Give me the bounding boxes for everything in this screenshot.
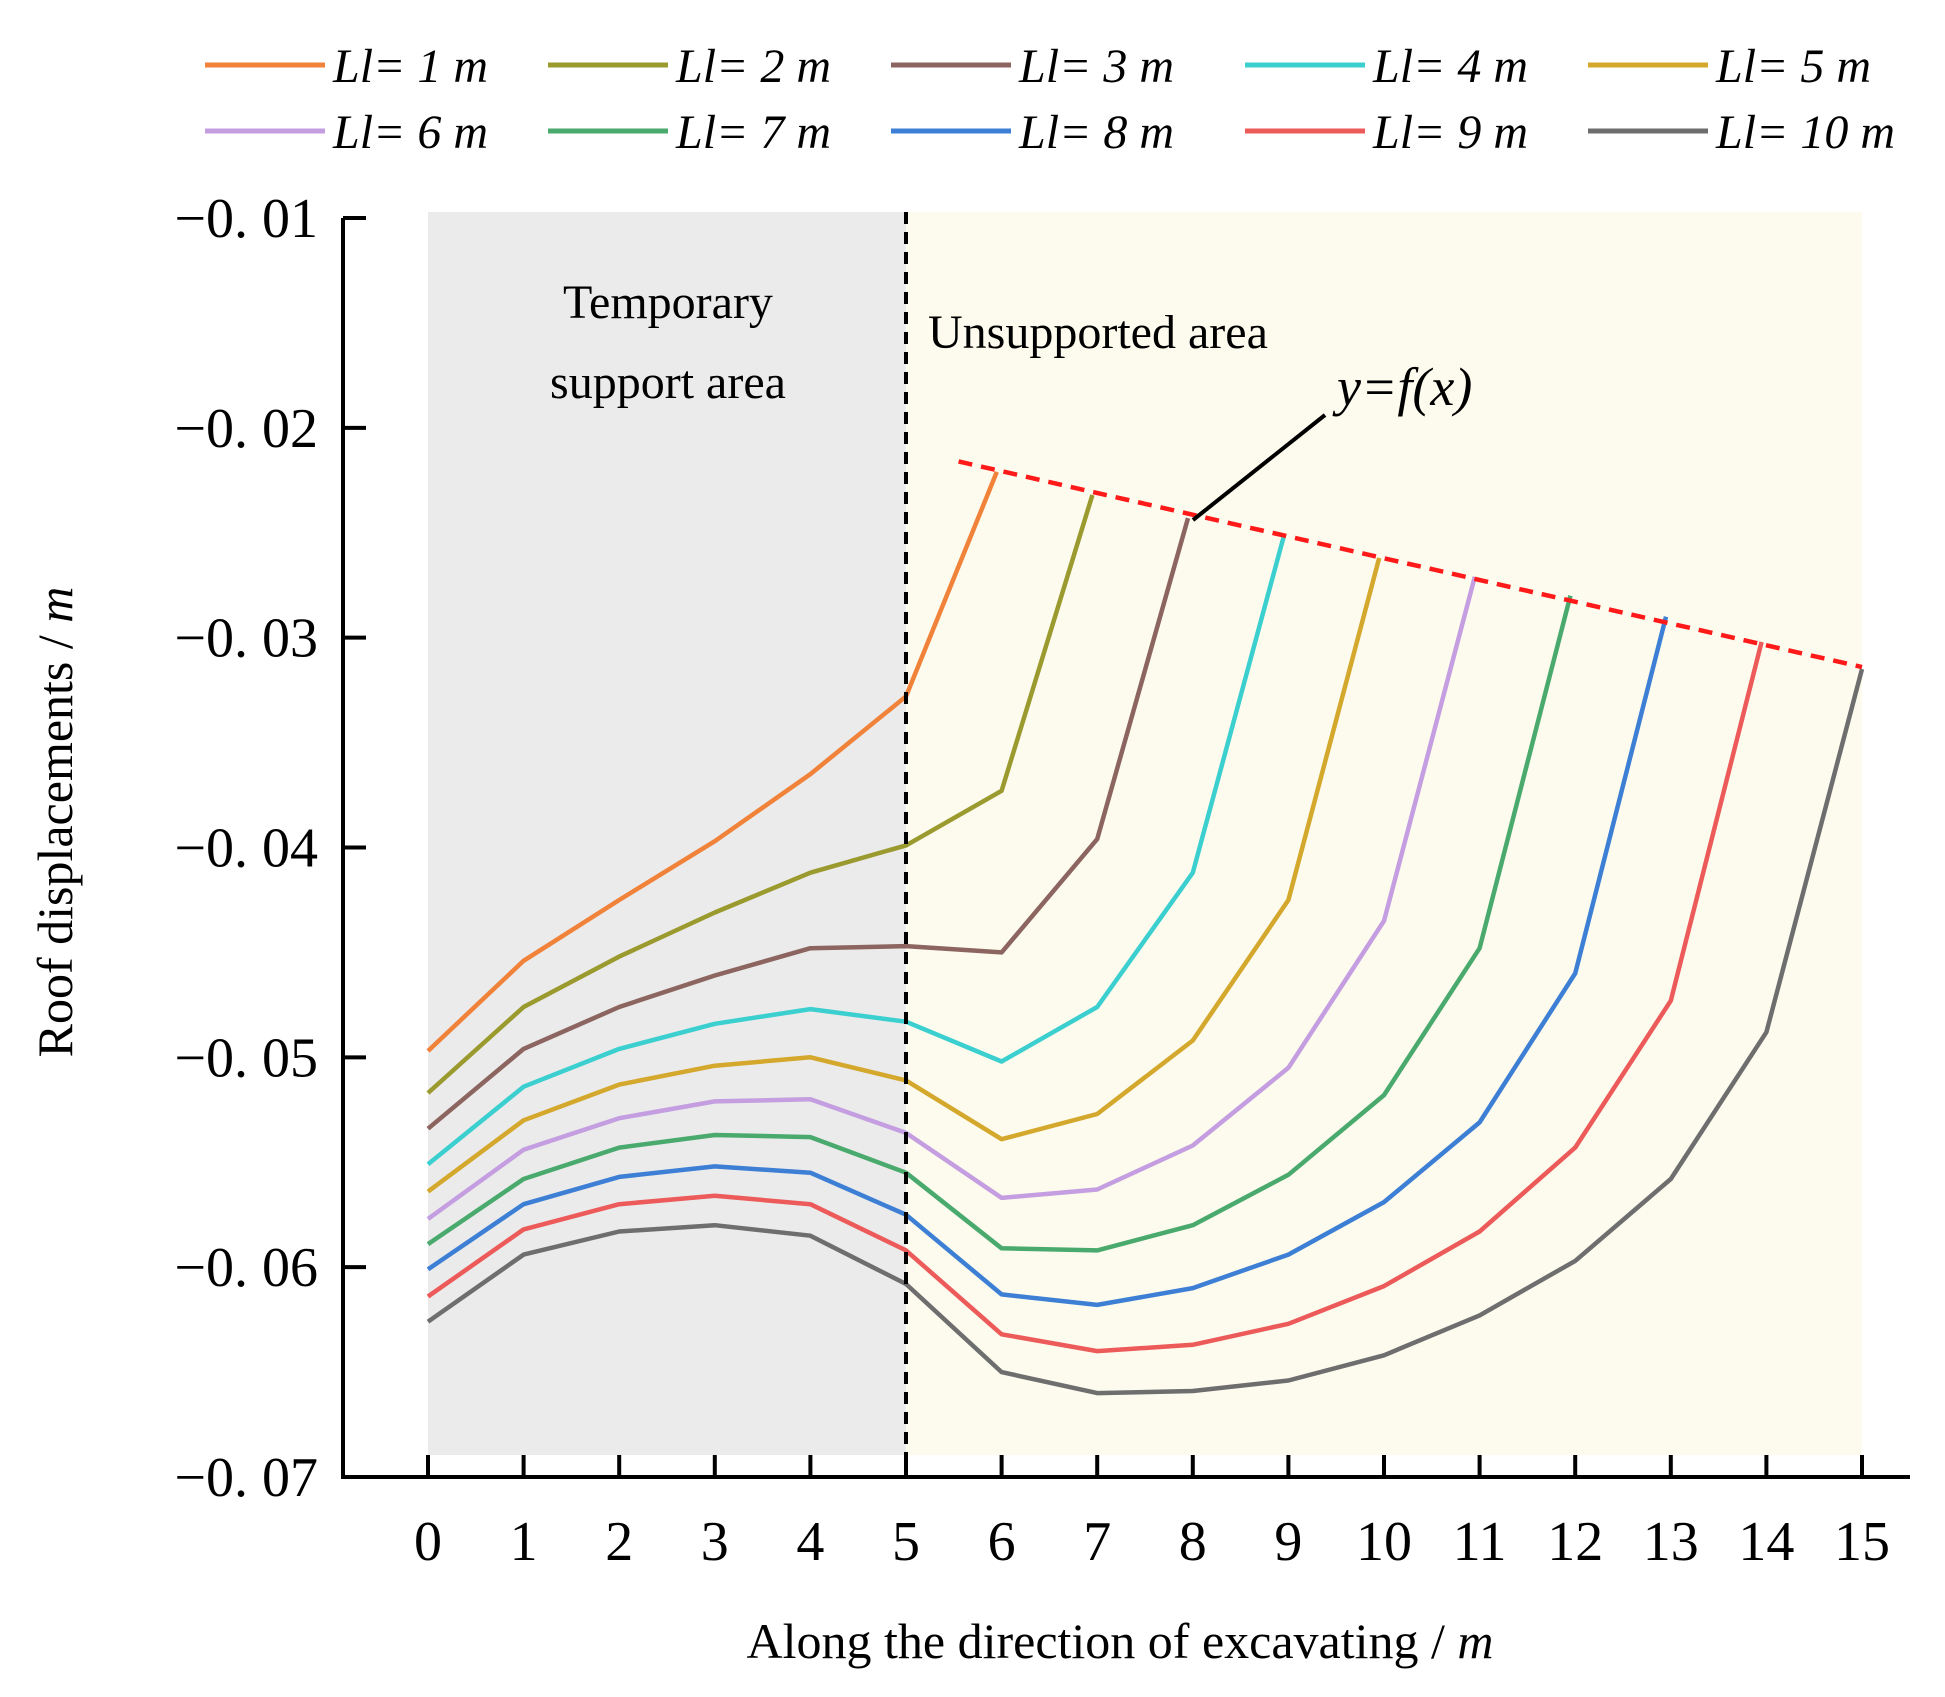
x-tick-label: 3 bbox=[701, 1511, 729, 1573]
envelope-pointer bbox=[1191, 413, 1327, 522]
envelope-function-label: y=f(x) bbox=[1332, 357, 1472, 417]
y-axis-title-unit: m bbox=[27, 587, 83, 623]
envelope-line bbox=[958, 459, 1863, 670]
y-tick-label: −0. 04 bbox=[174, 818, 318, 880]
temporary-support-region bbox=[428, 212, 906, 1455]
x-axis-title: Along the direction of excavating / m bbox=[747, 1613, 1494, 1669]
y-axis-title: Roof displacements / m bbox=[27, 587, 83, 1058]
x-tick-label: 11 bbox=[1453, 1511, 1507, 1573]
x-tick-label: 10 bbox=[1356, 1511, 1412, 1573]
x-tick-label: 13 bbox=[1643, 1511, 1699, 1573]
series-lines bbox=[426, 471, 1865, 1396]
y-tick-label: −0. 01 bbox=[174, 188, 318, 250]
series-line-8 bbox=[426, 616, 1669, 1308]
legend: Ll= 1 m Ll= 2 m Ll= 3 m Ll= 4 m Ll= 5 m Ll= 6… bbox=[205, 40, 1895, 159]
x-tick-label: 12 bbox=[1547, 1511, 1603, 1573]
legend-label-6: Ll= 6 m bbox=[332, 106, 488, 159]
y-tick-label: −0. 07 bbox=[174, 1447, 318, 1509]
series-line-6 bbox=[426, 576, 1477, 1221]
series-line-4 bbox=[426, 536, 1286, 1167]
legend-label-1: Ll= 1 m bbox=[332, 40, 488, 93]
x-tick-label: 15 bbox=[1834, 1511, 1890, 1573]
temporary-support-label-line1: Temporary bbox=[563, 276, 773, 329]
y-tick-label: −0. 06 bbox=[174, 1237, 318, 1299]
legend-label-10: Ll= 10 m bbox=[1715, 106, 1895, 159]
y-tick-label: −0. 03 bbox=[174, 608, 318, 670]
legend-label-9: Ll= 9 m bbox=[1372, 106, 1528, 159]
series-line-10 bbox=[426, 668, 1865, 1396]
series-line-7 bbox=[426, 595, 1573, 1253]
x-tick-label: 4 bbox=[796, 1511, 824, 1573]
series-line-2 bbox=[426, 494, 1095, 1095]
unsupported-area-label: Unsupported area bbox=[928, 306, 1268, 359]
y-tick-label: −0. 05 bbox=[174, 1027, 318, 1089]
x-tick-label: 2 bbox=[605, 1511, 633, 1573]
legend-label-5: Ll= 5 m bbox=[1715, 40, 1871, 93]
legend-label-2: Ll= 2 m bbox=[675, 40, 831, 93]
y-axis-title-text: Roof displacements / bbox=[27, 623, 83, 1058]
x-axis-title-unit: m bbox=[1457, 1613, 1493, 1669]
x-tick-label: 5 bbox=[892, 1511, 920, 1573]
legend-label-8: Ll= 8 m bbox=[1018, 106, 1174, 159]
legend-label-3: Ll= 3 m bbox=[1018, 40, 1174, 93]
x-tick-label: 6 bbox=[988, 1511, 1016, 1573]
x-tick-label: 0 bbox=[414, 1511, 442, 1573]
x-tick-label: 1 bbox=[510, 1511, 538, 1573]
x-tick-label: 7 bbox=[1083, 1511, 1111, 1573]
legend-label-7: Ll= 7 m bbox=[675, 106, 831, 159]
x-tick-label: 14 bbox=[1738, 1511, 1794, 1573]
series-line-3 bbox=[426, 517, 1191, 1131]
series-line-9 bbox=[426, 641, 1764, 1354]
axes: −0. 01 −0. 02 −0. 03 −0. 04 −0. 05 −0. 06 −0. … bbox=[174, 188, 1910, 1573]
legend-label-4: Ll= 4 m bbox=[1372, 40, 1528, 93]
x-tick-label: 8 bbox=[1179, 1511, 1207, 1573]
y-tick-label: −0. 02 bbox=[174, 398, 318, 460]
x-axis-title-text: Along the direction of excavating / bbox=[747, 1613, 1458, 1669]
temporary-support-label-line2: support area bbox=[550, 356, 786, 409]
x-tick-label: 9 bbox=[1274, 1511, 1302, 1573]
